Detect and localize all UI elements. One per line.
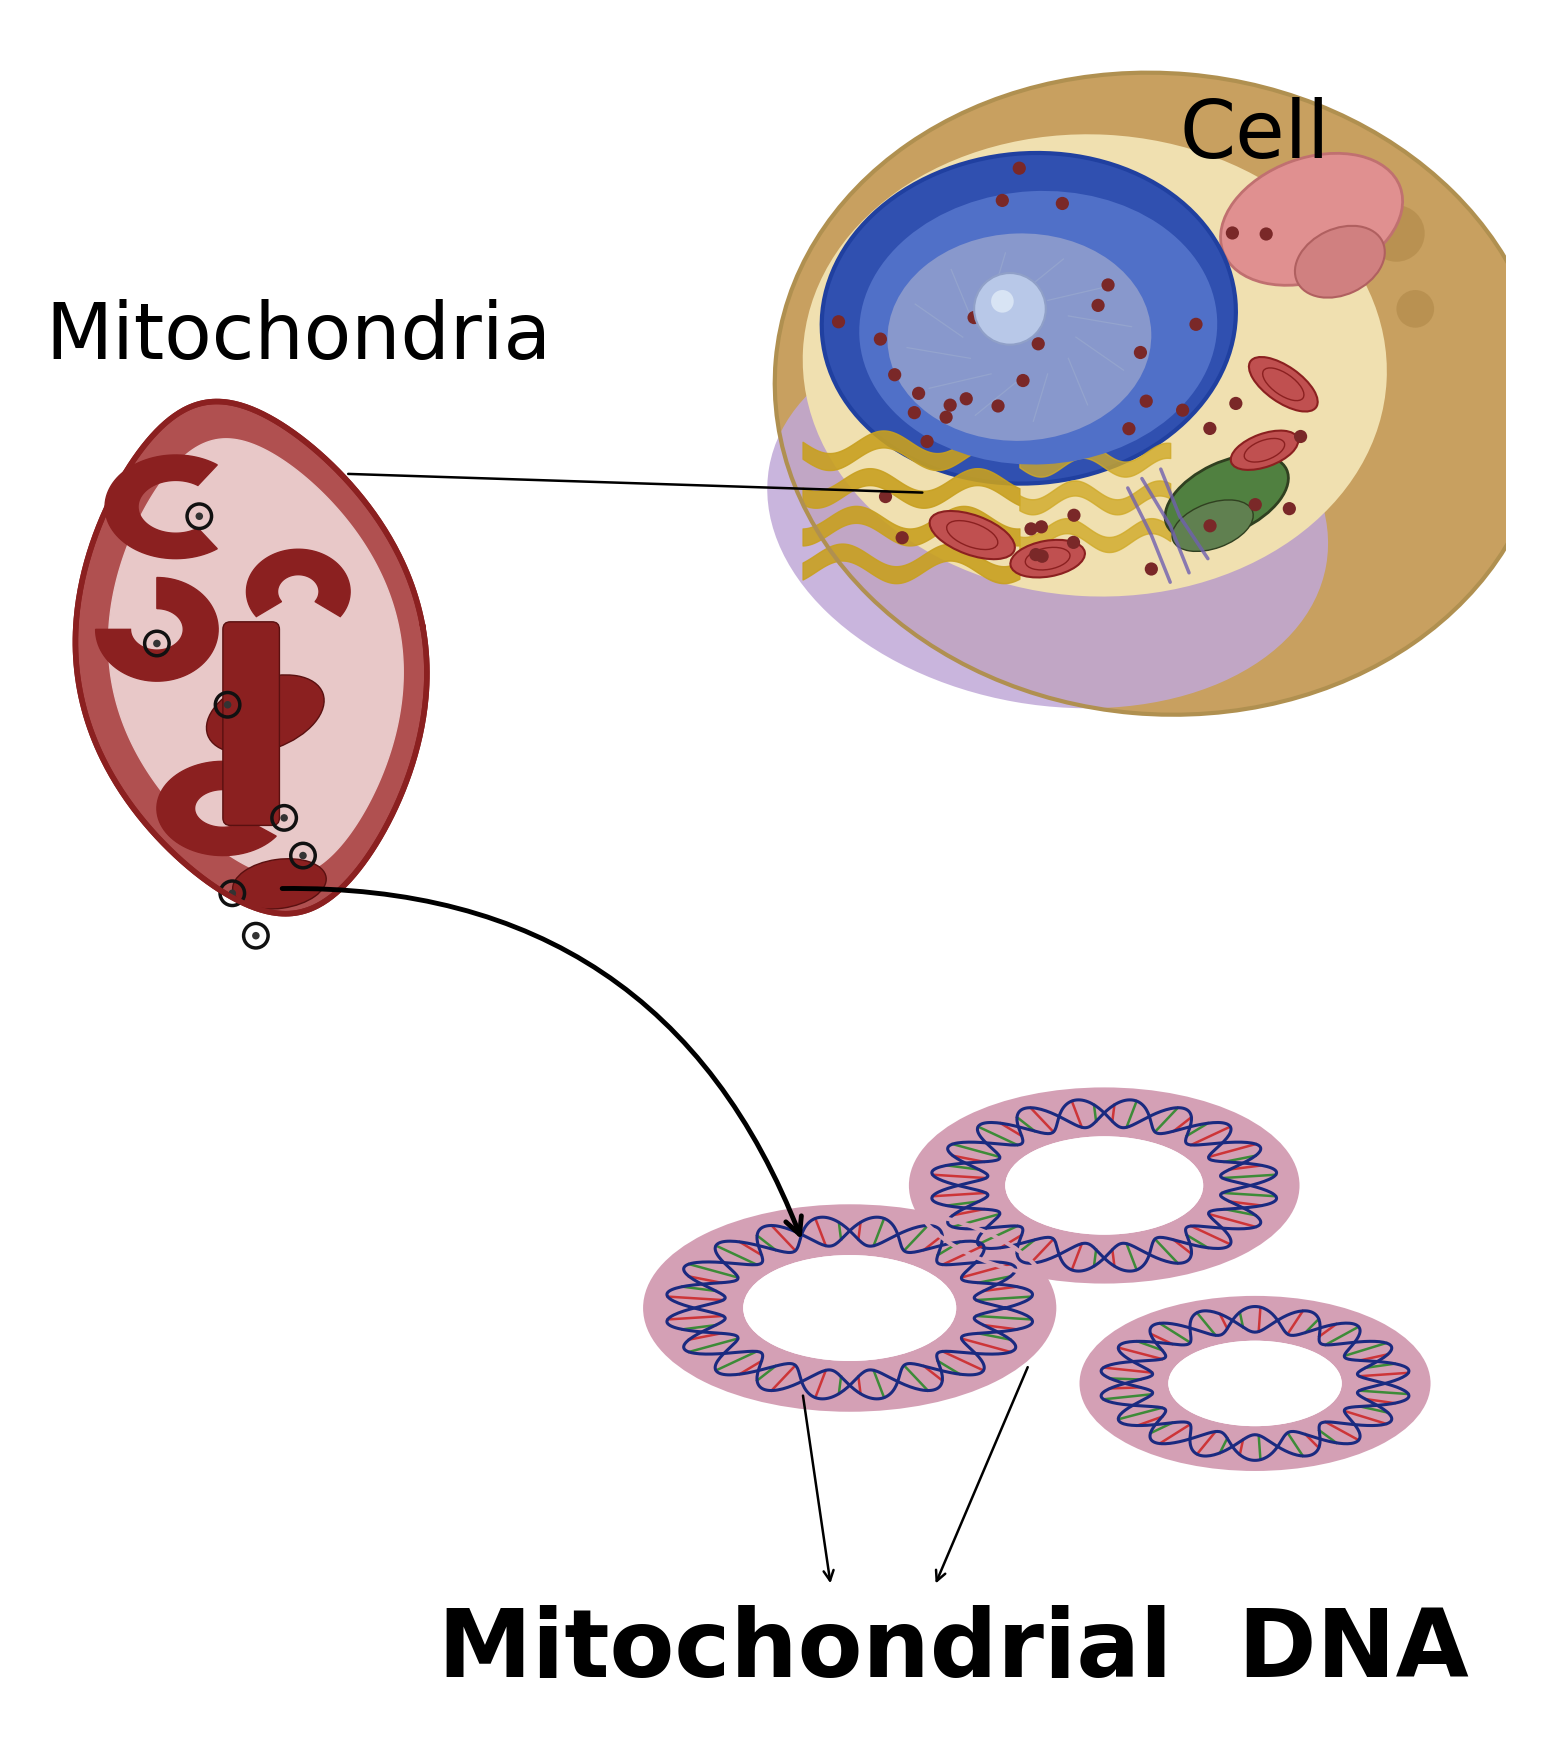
Ellipse shape [767, 324, 1328, 708]
Circle shape [991, 290, 1013, 313]
Ellipse shape [1171, 500, 1253, 551]
Circle shape [1055, 197, 1070, 209]
Circle shape [1029, 547, 1043, 561]
Circle shape [911, 387, 926, 400]
Circle shape [224, 700, 232, 709]
Circle shape [1176, 403, 1189, 417]
Circle shape [1283, 502, 1297, 516]
Polygon shape [108, 438, 404, 876]
Ellipse shape [1005, 1137, 1203, 1236]
Ellipse shape [233, 859, 326, 908]
Polygon shape [75, 401, 428, 913]
Ellipse shape [860, 190, 1217, 465]
Circle shape [1068, 509, 1081, 523]
Ellipse shape [1168, 1341, 1342, 1426]
Circle shape [1369, 206, 1425, 262]
Circle shape [1145, 563, 1157, 576]
Circle shape [991, 400, 1005, 412]
Circle shape [1294, 429, 1308, 444]
Circle shape [1101, 278, 1115, 292]
Circle shape [1364, 172, 1392, 201]
Ellipse shape [744, 1255, 957, 1360]
Circle shape [1259, 227, 1273, 241]
Circle shape [1035, 521, 1048, 533]
Ellipse shape [1010, 540, 1085, 577]
Ellipse shape [1165, 454, 1289, 540]
Circle shape [1248, 498, 1262, 510]
Circle shape [874, 333, 886, 345]
Circle shape [940, 410, 952, 424]
Circle shape [1035, 549, 1049, 563]
Circle shape [879, 489, 893, 503]
Polygon shape [246, 549, 351, 616]
Ellipse shape [207, 674, 324, 753]
Ellipse shape [1168, 1341, 1342, 1426]
Circle shape [944, 398, 957, 412]
Circle shape [968, 312, 980, 324]
Circle shape [1226, 227, 1239, 239]
Polygon shape [96, 577, 218, 681]
Circle shape [921, 435, 933, 449]
Circle shape [1066, 535, 1081, 549]
FancyBboxPatch shape [222, 621, 279, 825]
Ellipse shape [645, 1206, 1054, 1410]
Ellipse shape [803, 134, 1387, 597]
Ellipse shape [1082, 1297, 1428, 1470]
Circle shape [896, 532, 908, 544]
Ellipse shape [930, 510, 1015, 560]
Circle shape [1203, 519, 1217, 532]
Circle shape [888, 368, 902, 382]
Circle shape [1123, 422, 1135, 435]
Circle shape [974, 273, 1046, 345]
Ellipse shape [1250, 357, 1317, 412]
Circle shape [1013, 162, 1026, 174]
Circle shape [908, 407, 921, 419]
Circle shape [1229, 396, 1242, 410]
Circle shape [832, 315, 846, 329]
Ellipse shape [888, 234, 1151, 440]
Text: Cell: Cell [1179, 97, 1330, 174]
Circle shape [996, 194, 1009, 208]
Circle shape [1016, 373, 1029, 387]
Circle shape [1397, 290, 1434, 327]
Polygon shape [105, 456, 218, 558]
Circle shape [252, 933, 260, 940]
Polygon shape [157, 762, 276, 855]
Ellipse shape [1220, 153, 1403, 285]
Ellipse shape [1231, 431, 1298, 470]
Circle shape [1032, 338, 1045, 350]
Text: Mitochondria: Mitochondria [45, 299, 551, 375]
Circle shape [1024, 523, 1038, 535]
Circle shape [1203, 422, 1217, 435]
Circle shape [960, 392, 972, 405]
Ellipse shape [822, 153, 1236, 484]
Circle shape [1140, 394, 1153, 408]
Circle shape [1190, 319, 1203, 331]
Ellipse shape [775, 72, 1547, 715]
Circle shape [196, 512, 204, 519]
Ellipse shape [1295, 225, 1384, 297]
Ellipse shape [911, 1089, 1298, 1281]
Circle shape [299, 852, 307, 859]
Circle shape [229, 889, 236, 898]
Circle shape [1092, 299, 1104, 312]
Circle shape [1134, 347, 1146, 359]
Ellipse shape [1005, 1137, 1203, 1236]
Circle shape [153, 639, 161, 648]
Text: Mitochondrial  DNA: Mitochondrial DNA [438, 1605, 1469, 1697]
Circle shape [280, 815, 288, 822]
Ellipse shape [744, 1255, 957, 1360]
